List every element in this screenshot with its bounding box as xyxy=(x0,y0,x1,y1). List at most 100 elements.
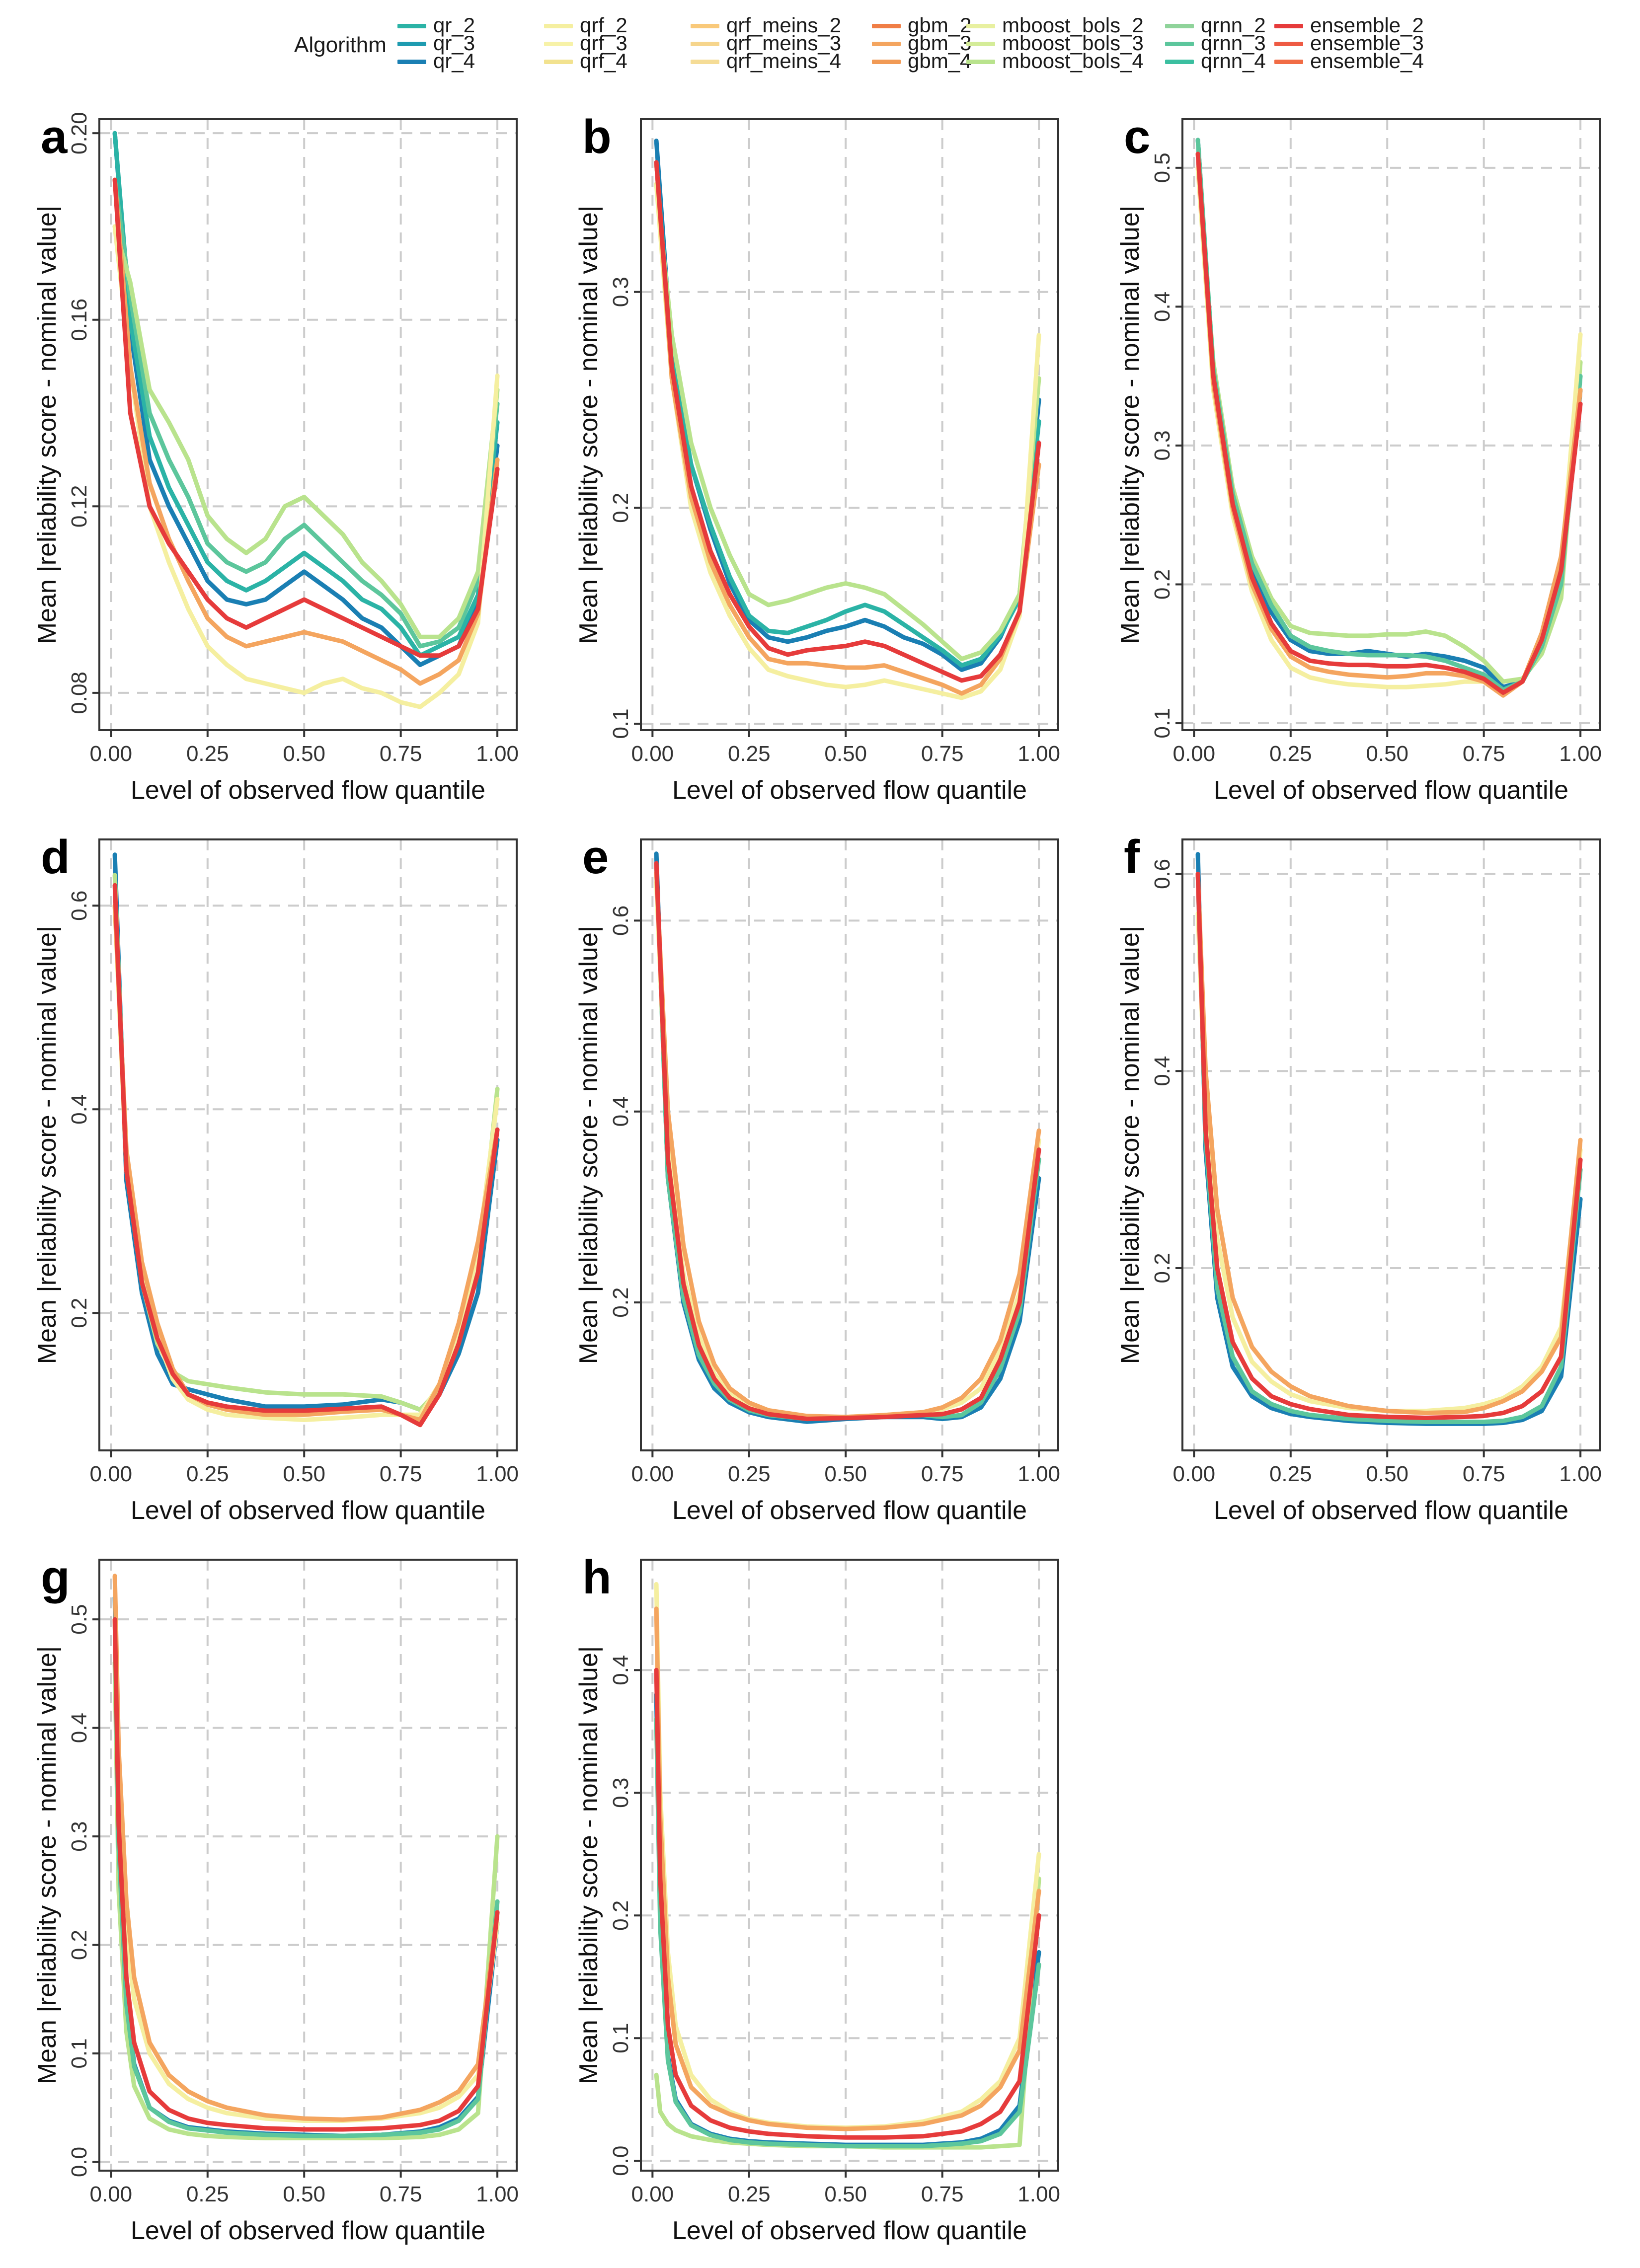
legend-label: ensemble_4 xyxy=(1310,49,1424,73)
series-line-ensemble_2 xyxy=(654,1667,1041,2140)
series-line-gbm_3 xyxy=(112,903,500,1422)
legend-label: qrnn_2 xyxy=(1201,13,1266,37)
legend-key-swatch xyxy=(691,24,719,28)
y-axis-title: Mean |reliability score - nominal value| xyxy=(574,926,603,1364)
chart-svg: 0.00 0.25 0.50 0.75 1.00 0.08 0.12 0.16 0.20 Leve… xyxy=(33,110,519,805)
x-tick-label: 0.50 xyxy=(283,1462,325,1486)
panel-e: 0.00 0.25 0.50 0.75 1.00 0.2 0.4 0.6 Level of ob… xyxy=(542,805,1078,1530)
legend-key-swatch xyxy=(544,24,573,28)
x-axis-title: Level of observed flow quantile xyxy=(131,2216,485,2245)
y-tick-label: 0.2 xyxy=(1150,1253,1174,1283)
x-tick-label: 0.25 xyxy=(186,2182,229,2206)
x-axis-title: Level of observed flow quantile xyxy=(131,776,485,805)
y-tick-label: 0.20 xyxy=(67,112,91,154)
series-line-gbm_3 xyxy=(654,160,1041,696)
x-axis-title: Level of observed flow quantile xyxy=(131,1496,485,1525)
plot-border xyxy=(640,838,1059,1451)
x-tick-label: 0.00 xyxy=(1173,742,1216,766)
y-tick-label: 0.3 xyxy=(1150,430,1174,460)
legend-label: qrf_meins_4 xyxy=(726,49,842,73)
series-line-qr_4 xyxy=(654,1692,1041,2147)
panel-letter: d xyxy=(41,831,70,884)
x-tick-label: 0.50 xyxy=(824,2182,867,2206)
series-line-gbm_3 xyxy=(1195,871,1583,1416)
x-axis-title: Level of observed flow quantile xyxy=(1214,1496,1568,1525)
chart-svg: 0.00 0.25 0.50 0.75 1.00 0.0 0.1 0.2 0.3 0.4 Level… xyxy=(574,1551,1060,2245)
legend-key-swatch xyxy=(691,60,719,64)
y-tick-label: 0.4 xyxy=(67,1094,91,1125)
legend-label: mboost_bols_2 xyxy=(1002,13,1144,37)
y-axis-title: Mean |reliability score - nominal value| xyxy=(33,1646,62,2085)
panel-g: 0.00 0.25 0.50 0.75 1.00 0.0 0.1 0.2 0.3 0.4 0.5 Le… xyxy=(0,1525,537,2250)
y-axis-title: Mean |reliability score - nominal value| xyxy=(33,926,62,1364)
y-tick-label: 0.2 xyxy=(609,1287,633,1318)
x-tick-label: 0.25 xyxy=(1269,742,1312,766)
legend-label: mboost_bols_4 xyxy=(1002,49,1144,73)
x-axis-title: Level of observed flow quantile xyxy=(672,1496,1027,1525)
x-tick-label: 0.00 xyxy=(631,742,674,766)
series-line-qrf_2 xyxy=(1195,165,1583,695)
plot-border xyxy=(640,118,1059,731)
series-line-mboost_bols_4 xyxy=(654,181,1041,662)
series-line-qrnn_3 xyxy=(1195,871,1583,1424)
y-tick-label: 0.3 xyxy=(609,277,633,307)
y-axis-title: Mean |reliability score - nominal value| xyxy=(574,1646,603,2085)
series-line-ensemble_2 xyxy=(112,1617,500,2132)
x-tick-label: 0.50 xyxy=(824,742,867,766)
y-tick-label: 0.2 xyxy=(67,1930,91,1960)
x-tick-label: 0.75 xyxy=(380,1462,422,1486)
panel-letter: g xyxy=(41,1551,70,1604)
series-line-qrf_2 xyxy=(1195,911,1583,1414)
series-group xyxy=(1195,138,1583,698)
y-tick-label: 0.4 xyxy=(609,1655,633,1685)
x-tick-label: 0.50 xyxy=(824,1462,867,1486)
series-group xyxy=(112,1574,500,2140)
x-tick-label: 0.75 xyxy=(921,2182,964,2206)
series-line-qr_4 xyxy=(112,131,500,667)
legend-key-swatch xyxy=(1165,24,1194,28)
legend-label: gbm_3 xyxy=(908,31,972,55)
legend-key-swatch xyxy=(691,42,719,46)
series-line-qr_4 xyxy=(112,1595,500,2138)
x-tick-label: 0.25 xyxy=(728,2182,771,2206)
x-tick-label: 0.25 xyxy=(728,742,771,766)
plot-border xyxy=(98,838,518,1451)
x-tick-label: 0.50 xyxy=(283,2182,325,2206)
series-line-qrf_2 xyxy=(654,1582,1041,2130)
y-tick-label: 0.4 xyxy=(1150,292,1174,322)
series-line-qrnn_3 xyxy=(654,861,1041,1422)
chart-svg: 0.00 0.25 0.50 0.75 1.00 0.0 0.1 0.2 0.3 0.4 0.5 Le… xyxy=(33,1551,519,2245)
y-tick-label: 0.4 xyxy=(67,1713,91,1743)
legend-key-swatch xyxy=(872,24,901,28)
plot-border xyxy=(1181,838,1601,1451)
y-tick-label: 0.3 xyxy=(609,1778,633,1808)
chart-svg: 0.00 0.25 0.50 0.75 1.00 0.2 0.4 0.6 Level of ob… xyxy=(574,831,1060,1525)
y-tick-label: 0.1 xyxy=(1150,708,1174,738)
x-tick-label: 0.00 xyxy=(631,2182,674,2206)
x-tick-label: 0.00 xyxy=(90,1462,133,1486)
series-line-qrf_2 xyxy=(654,181,1041,700)
y-tick-label: 0.2 xyxy=(67,1298,91,1328)
x-tick-label: 1.00 xyxy=(1017,742,1060,766)
y-tick-label: 0.2 xyxy=(609,493,633,523)
panel-letter: f xyxy=(1124,831,1140,884)
panel-letter: h xyxy=(582,1551,612,1604)
series-line-qr_4 xyxy=(654,139,1041,672)
series-line-qrnn_3 xyxy=(112,177,500,649)
x-tick-label: 1.00 xyxy=(476,1462,519,1486)
legend-key-swatch xyxy=(966,24,995,28)
x-axis-title: Level of observed flow quantile xyxy=(1214,776,1568,805)
legend-label: qrf_meins_2 xyxy=(726,13,842,37)
legend-label: ensemble_2 xyxy=(1310,13,1424,37)
x-axis-title: Level of observed flow quantile xyxy=(672,2216,1027,2245)
series-line-qr_2 xyxy=(654,160,1041,668)
y-tick-label: 0.16 xyxy=(67,299,91,341)
series-line-qrf_2 xyxy=(112,224,500,709)
legend-key-swatch xyxy=(397,60,426,64)
legend-key-swatch xyxy=(1274,24,1303,28)
y-tick-label: 0.6 xyxy=(609,906,633,936)
x-tick-label: 1.00 xyxy=(476,2182,519,2206)
panel-c: 0.00 0.25 0.50 0.75 1.00 0.1 0.2 0.3 0.4 0.5 Level… xyxy=(1083,84,1620,810)
y-tick-label: 0.5 xyxy=(1150,152,1174,183)
x-tick-label: 0.50 xyxy=(283,742,325,766)
